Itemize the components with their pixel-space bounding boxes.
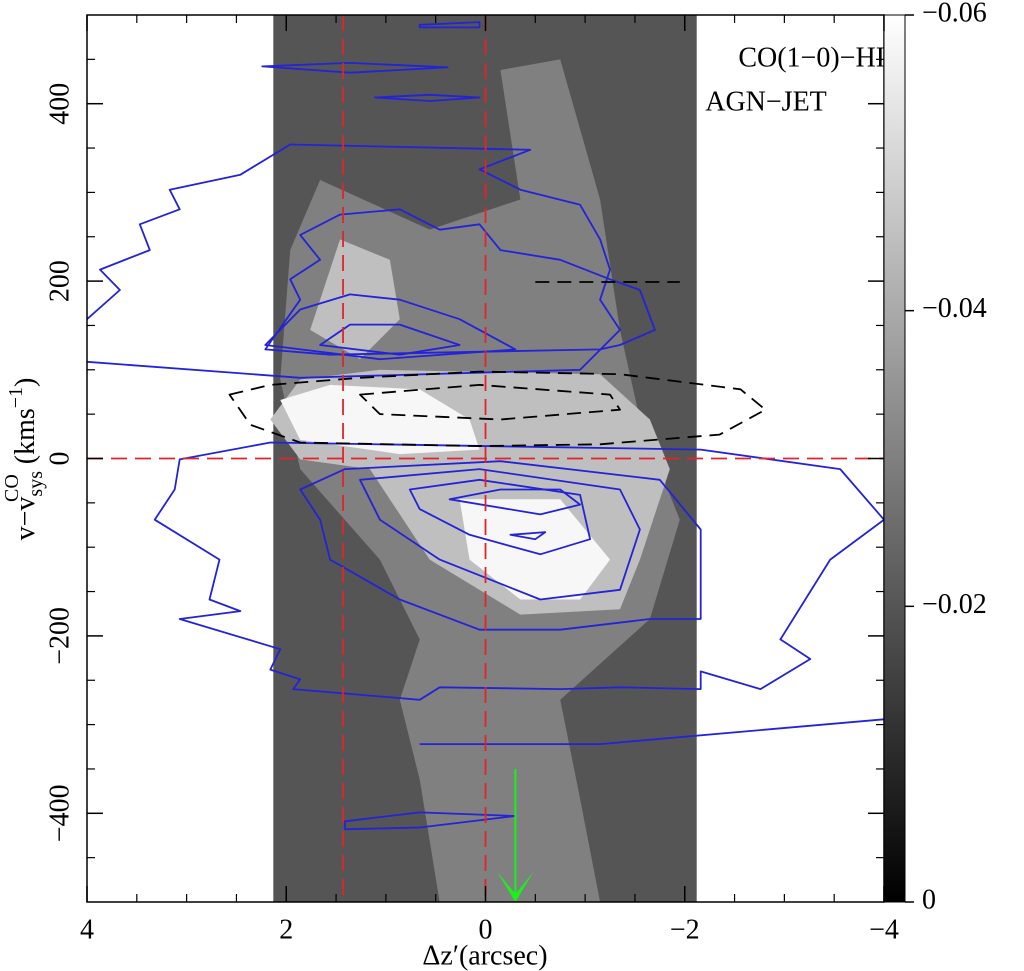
annotation: AGN−JET — [705, 86, 827, 117]
x-tick-label: −4 — [869, 914, 899, 945]
y-tick-label: 0 — [44, 452, 75, 466]
arrow-head — [497, 872, 534, 902]
filled-level — [459, 499, 611, 600]
y-tick-label: 200 — [44, 260, 75, 302]
contour — [408, 478, 591, 556]
x-tick-label: 0 — [479, 914, 493, 945]
y-label-part: (kms — [10, 408, 41, 464]
contour — [509, 531, 547, 541]
contour — [261, 62, 449, 74]
annotation: CO(1−0)−HI — [738, 42, 885, 73]
colorbar-tick-label: 0 — [922, 884, 936, 915]
colorbar-tick-label: −0.04 — [922, 293, 987, 324]
contour — [264, 208, 656, 356]
contour — [418, 21, 481, 29]
plot-area — [87, 15, 884, 902]
y-tick-label: −200 — [44, 607, 75, 665]
x-tick-label: 4 — [80, 914, 94, 945]
contour — [419, 718, 884, 745]
y-label-sup: −1 — [5, 387, 27, 408]
y-label-part: ) — [10, 378, 41, 387]
contour — [448, 488, 581, 516]
y-label-sup: CO — [1, 474, 23, 502]
colorbar-tick-label: −0.02 — [922, 589, 987, 620]
y-axis-label: v−vsysCO (kms−1) — [1, 378, 47, 541]
colorbar-tick-label: −0.06 — [922, 0, 987, 28]
y-label-part: v−v — [10, 497, 41, 541]
contour — [228, 370, 767, 447]
colorbar — [883, 14, 906, 903]
x-tick-label: 2 — [279, 914, 293, 945]
contour — [264, 293, 517, 361]
filled-level — [310, 239, 400, 360]
y-tick-label: −400 — [44, 784, 75, 842]
contour — [359, 384, 621, 421]
y-label-sub: sys — [25, 471, 47, 497]
ticks: 4 2 0 −2 −4 −400 −200 0 200 400 0 −0.02 −0.04 −0.06 — [44, 0, 986, 945]
filled-level — [280, 384, 480, 455]
contour — [319, 323, 461, 356]
y-tick-label: 400 — [44, 83, 75, 125]
contour — [359, 468, 641, 601]
contour — [153, 441, 884, 701]
contour — [344, 811, 517, 831]
x-tick-label: −2 — [670, 914, 700, 945]
contour — [87, 143, 621, 379]
contour — [299, 460, 702, 631]
x-axis-label: Δz′(arcsec) — [422, 940, 547, 971]
contour — [374, 93, 481, 102]
